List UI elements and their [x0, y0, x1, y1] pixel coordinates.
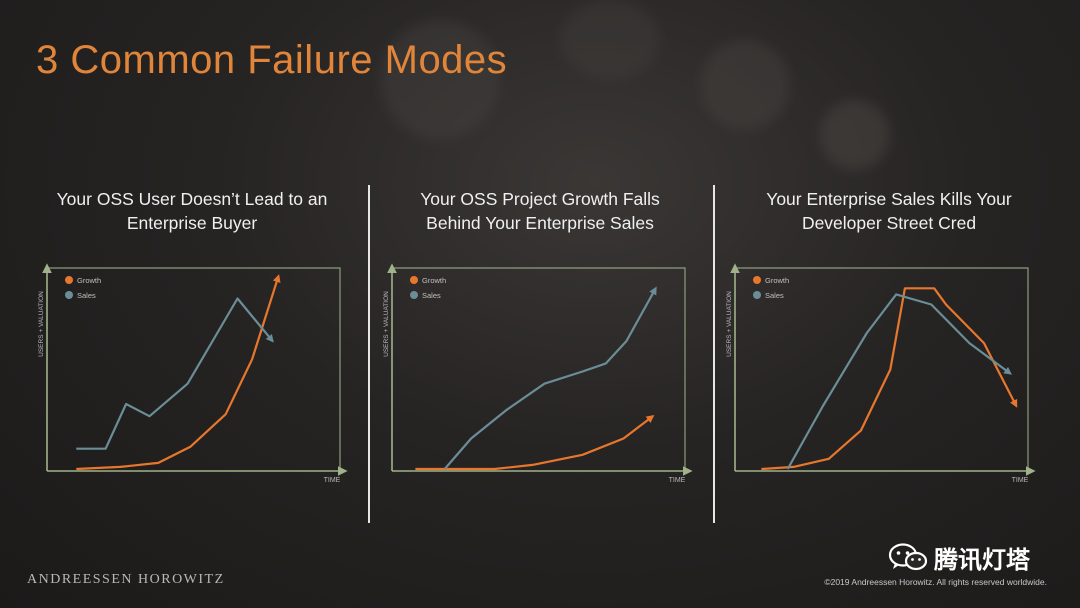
- y-axis-label: USERS + VALUATION: [383, 291, 390, 357]
- panel-title-2: Your OSS Project Growth Falls Behind You…: [375, 187, 705, 235]
- background-bokeh: [700, 40, 790, 130]
- brand-logo-text: ANDREESSEN HOROWITZ: [27, 572, 225, 587]
- background-bokeh: [380, 20, 500, 140]
- legend-marker-growth: [410, 276, 418, 284]
- plot-frame: [735, 267, 1029, 471]
- panel-title-1: Your OSS User Doesn’t Lead to an Enterpr…: [27, 187, 357, 235]
- panel-title-2-line1: Your OSS Project Growth Falls: [420, 189, 660, 209]
- panel-title-2-line2: Behind Your Enterprise Sales: [426, 213, 654, 233]
- background-bokeh: [560, 0, 660, 80]
- background-bokeh: [820, 100, 890, 170]
- panel-title-1-line1: Your OSS User Doesn’t Lead to an: [56, 189, 328, 209]
- series-line-growth: [761, 287, 1018, 471]
- plot-frame: [392, 267, 686, 471]
- legend-label-growth: Growth: [765, 276, 789, 285]
- series-line-sales: [443, 286, 657, 470]
- legend-label-growth: Growth: [77, 276, 101, 285]
- series-line-sales: [76, 297, 274, 450]
- plot-frame: [47, 267, 341, 471]
- series-line-growth: [76, 274, 281, 471]
- series-line-sales: [786, 293, 1013, 470]
- series-line-growth: [415, 414, 655, 471]
- panel-title-3-line1: Your Enterprise Sales Kills Your: [766, 189, 1012, 209]
- y-axis-label: USERS + VALUATION: [726, 291, 733, 357]
- legend-label-sales: Sales: [422, 291, 441, 300]
- x-axis-label: TIME: [324, 477, 341, 484]
- legend-marker-growth: [753, 276, 761, 284]
- chart-1: TIME USERS + VALUATION Growth Sales: [38, 263, 348, 484]
- legend-marker-sales: [65, 291, 73, 299]
- slide-title: 3 Common Failure Modes: [36, 38, 508, 82]
- panel-title-1-line2: Enterprise Buyer: [126, 213, 258, 233]
- legend-label-sales: Sales: [765, 291, 784, 300]
- copyright-text: ©2019 Andreessen Horowitz. All rights re…: [824, 577, 1047, 587]
- wechat-icon: [888, 542, 928, 570]
- chart-2: TIME USERS + VALUATION Growth Sales: [383, 263, 693, 484]
- legend-label-sales: Sales: [77, 291, 96, 300]
- legend-marker-growth: [65, 276, 73, 284]
- panel-divider-2: [713, 185, 715, 523]
- legend-marker-sales: [753, 291, 761, 299]
- x-axis-label: TIME: [669, 477, 686, 484]
- wechat-watermark: 腾讯灯塔: [888, 540, 1030, 575]
- panel-divider-1: [368, 185, 370, 523]
- legend-marker-sales: [410, 291, 418, 299]
- chart-3: TIME USERS + VALUATION Growth Sales: [726, 263, 1036, 484]
- wechat-account-name: 腾讯灯塔: [934, 547, 1030, 574]
- panel-title-3: Your Enterprise Sales Kills Your Develop…: [724, 187, 1054, 235]
- panel-title-3-line2: Developer Street Cred: [801, 213, 977, 233]
- legend-label-growth: Growth: [422, 276, 446, 285]
- x-axis-label: TIME: [1012, 477, 1029, 484]
- y-axis-label: USERS + VALUATION: [38, 291, 45, 357]
